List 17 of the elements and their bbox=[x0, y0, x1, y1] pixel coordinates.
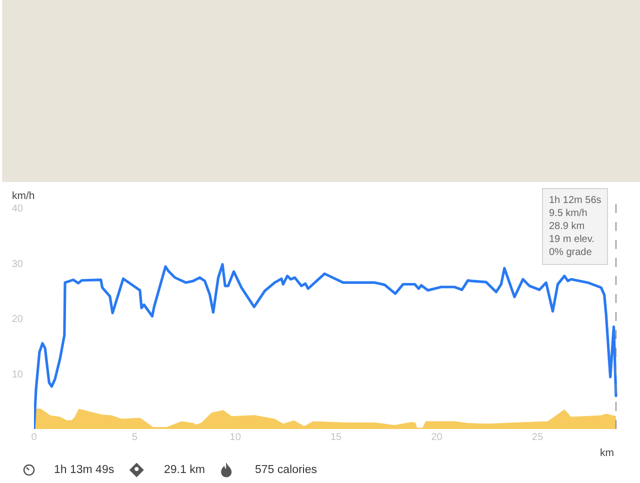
x-tick-label: 25 bbox=[532, 432, 544, 443]
line-series bbox=[34, 263, 618, 429]
text: 29.1 km bbox=[164, 464, 205, 476]
y-tick-label: 40 bbox=[12, 204, 24, 214]
annotation: 1h 12m 56s 9.5 km/h 28.9 km 19 m elev. 0% grade bbox=[549, 195, 602, 258]
y-tick-label: 10 bbox=[12, 369, 24, 380]
text: 575 calories bbox=[255, 464, 318, 476]
x-tick-label: 5 bbox=[132, 432, 138, 443]
x-tick-label: 20 bbox=[431, 432, 443, 443]
x-tick-label: 15 bbox=[330, 432, 342, 443]
text: 1h 13m 49s bbox=[54, 464, 114, 476]
x-tick-label: 0 bbox=[31, 432, 38, 443]
y-tick-label: 20 bbox=[12, 314, 24, 325]
y-tick-label: 30 bbox=[12, 258, 24, 270]
x-tick-label: 10 bbox=[230, 432, 242, 443]
y-axis-title: km/h bbox=[12, 190, 35, 202]
x-axis-title: km bbox=[600, 447, 614, 459]
